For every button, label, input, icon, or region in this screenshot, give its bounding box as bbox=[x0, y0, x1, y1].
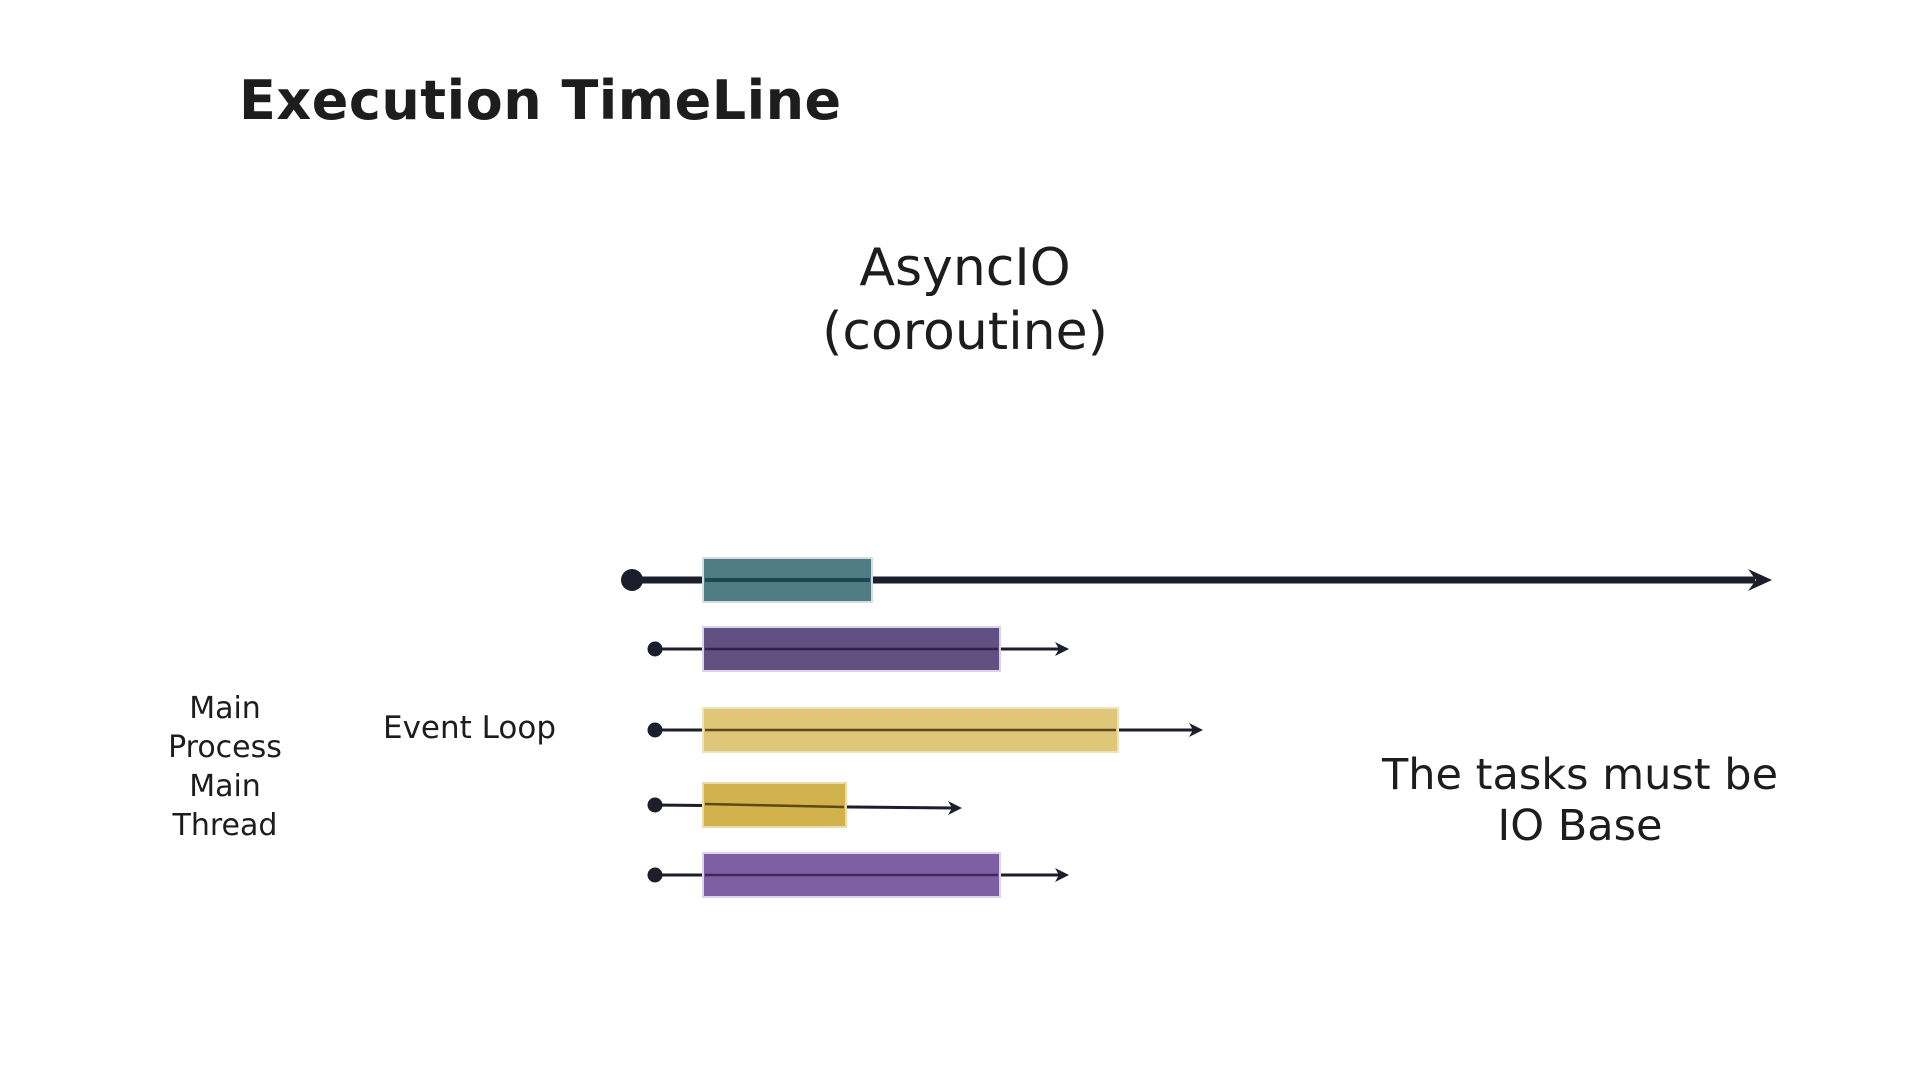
main-timeline-arrowhead bbox=[1748, 569, 1772, 591]
task-bar-gold-centerline bbox=[704, 802, 845, 809]
main-timeline-start-dot bbox=[621, 569, 643, 591]
page-title: Execution TimeLine bbox=[239, 69, 842, 132]
process-label-line: Thread bbox=[172, 808, 278, 843]
task-track-1-arrowhead bbox=[1055, 642, 1069, 656]
task-track-4 bbox=[647, 852, 1069, 898]
task-track-1-start-dot bbox=[647, 641, 663, 657]
task-track-4-arrowhead bbox=[1055, 868, 1069, 882]
task-track-1 bbox=[647, 626, 1069, 672]
io-note-line: IO Base bbox=[1497, 801, 1663, 851]
subtitle-line: (coroutine) bbox=[822, 302, 1108, 362]
process-label-line: Main bbox=[189, 691, 261, 726]
process-label-line: Main bbox=[189, 769, 261, 804]
event-loop-label: Event Loop bbox=[383, 710, 556, 746]
subtitle-line: AsyncIO bbox=[859, 238, 1071, 298]
main-timeline bbox=[621, 557, 1772, 603]
process-label: Main Process Main Thread bbox=[150, 689, 300, 845]
task-track-4-start-dot bbox=[647, 867, 663, 883]
io-note-line: The tasks must be bbox=[1381, 750, 1779, 800]
task-track-3-start-dot bbox=[647, 797, 663, 813]
task-track-2 bbox=[647, 707, 1203, 753]
task-track-2-arrowhead bbox=[1189, 723, 1203, 737]
process-label-line: Process bbox=[168, 730, 282, 765]
io-note: The tasks must be IO Base bbox=[1360, 750, 1800, 852]
task-track-3 bbox=[647, 782, 962, 828]
task-track-3-arrowhead bbox=[948, 801, 962, 815]
task-track-2-start-dot bbox=[647, 722, 663, 738]
diagram-subtitle: AsyncIO (coroutine) bbox=[765, 236, 1165, 364]
